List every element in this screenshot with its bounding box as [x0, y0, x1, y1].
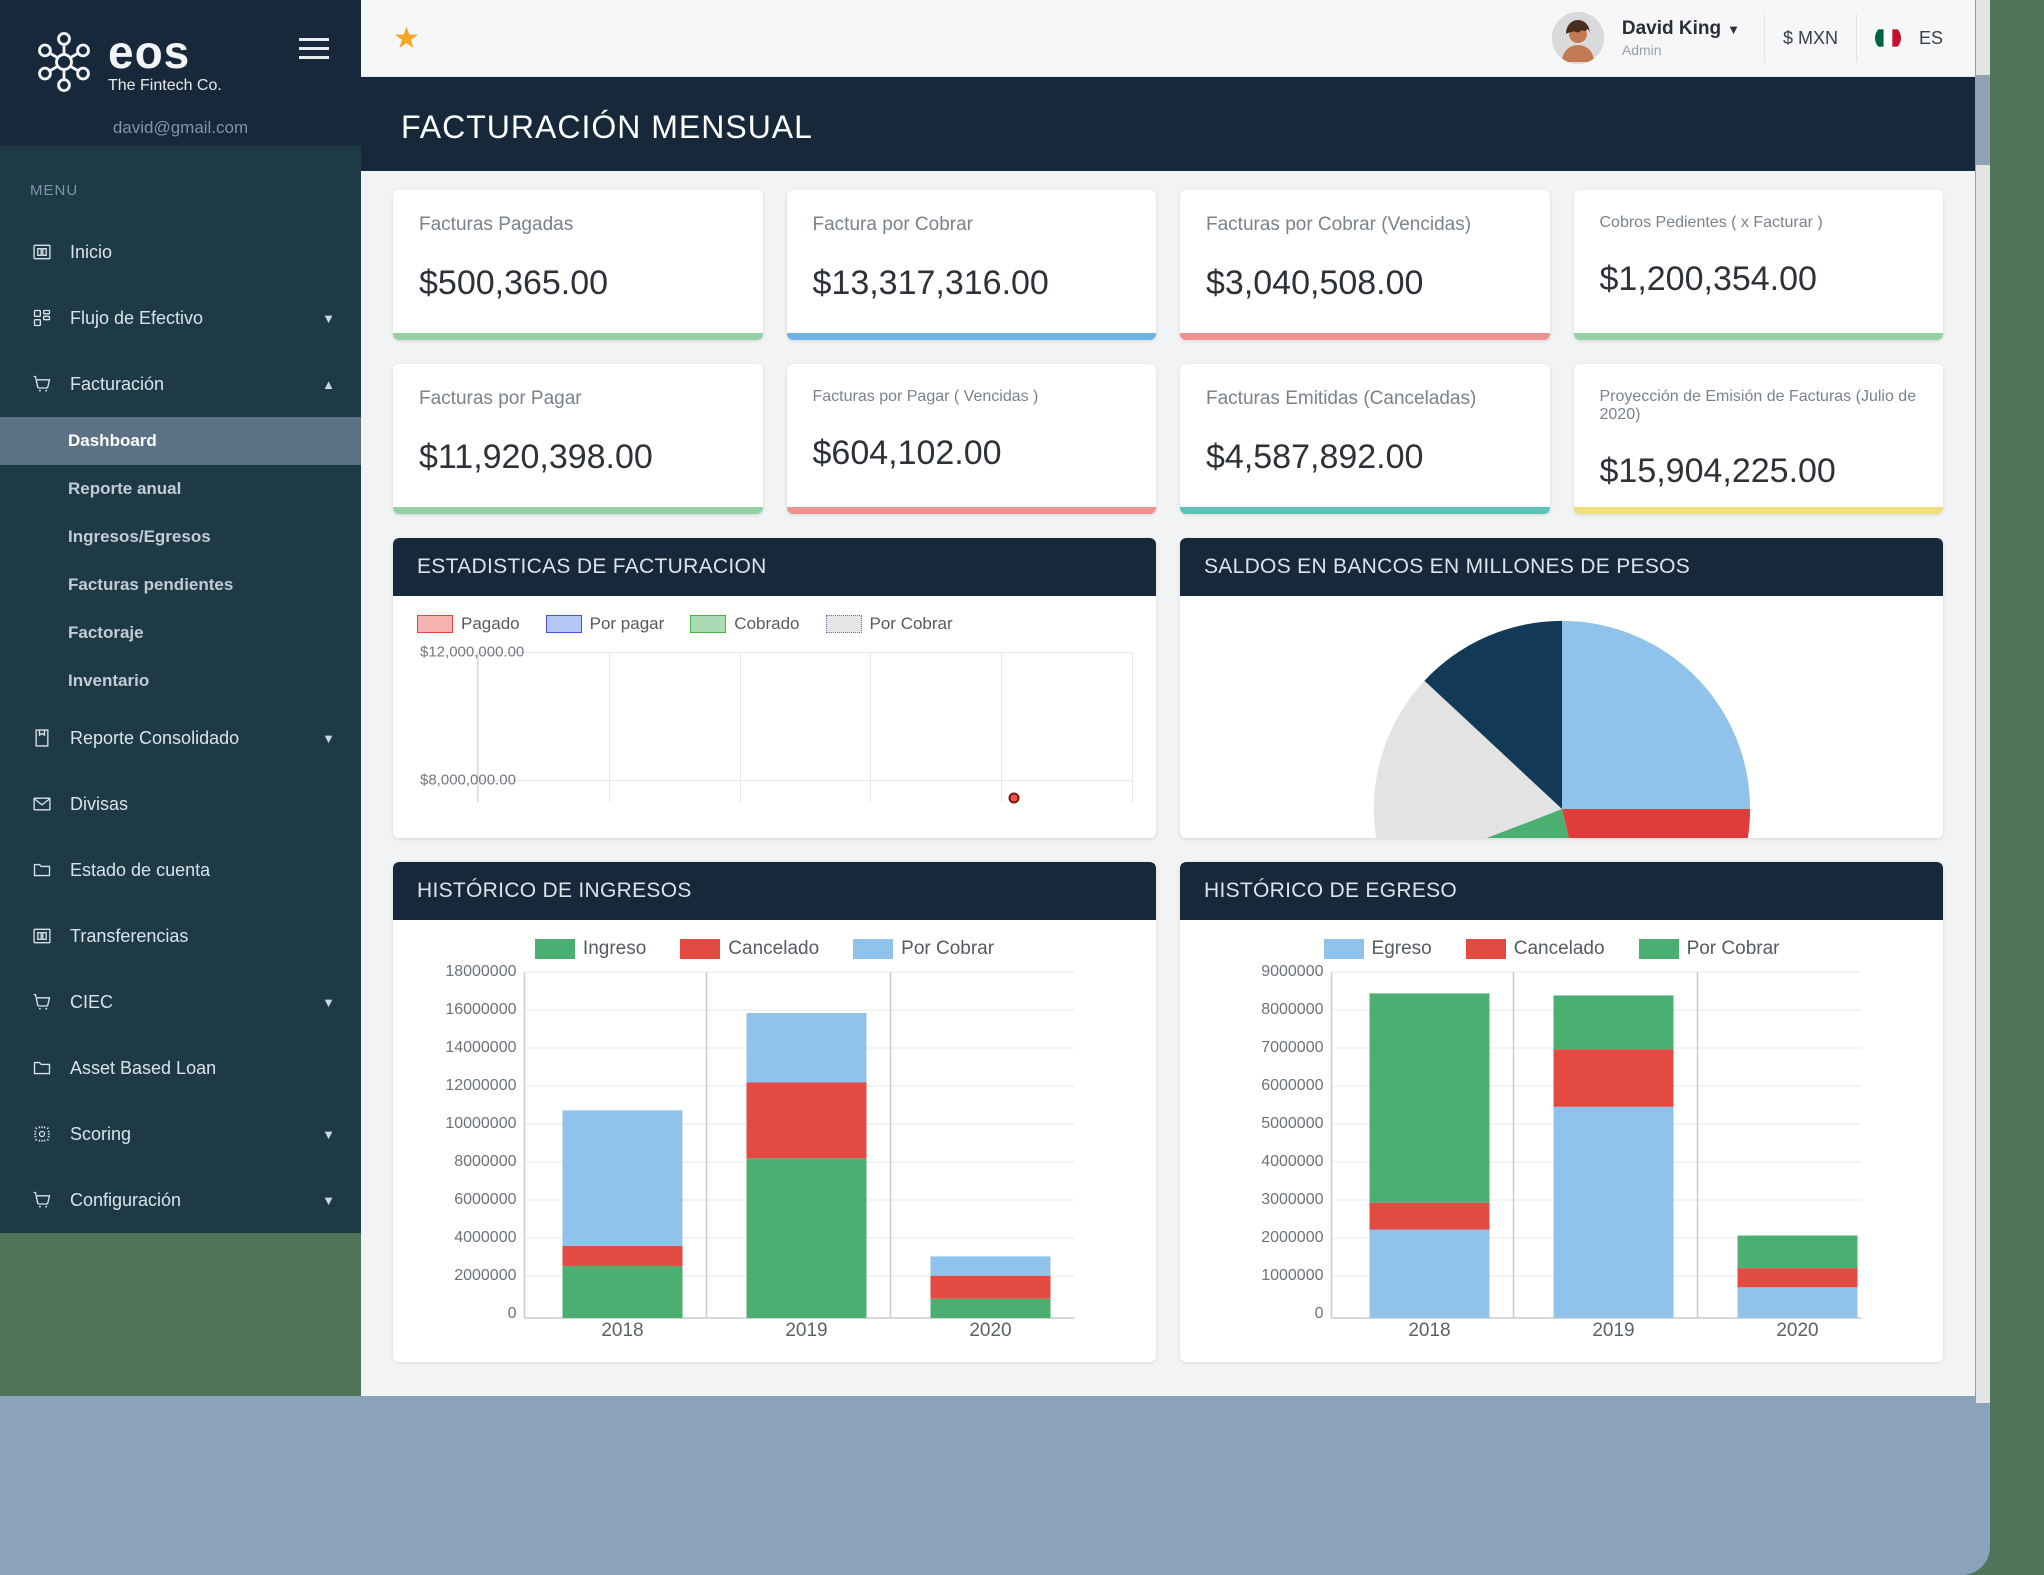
svg-text:2000000: 2000000 — [1261, 1229, 1323, 1246]
svg-text:18000000: 18000000 — [445, 963, 516, 980]
svg-text:4000000: 4000000 — [454, 1229, 516, 1246]
svg-text:2018: 2018 — [1408, 1320, 1450, 1341]
svg-text:2019: 2019 — [1592, 1320, 1634, 1341]
svg-text:14000000: 14000000 — [445, 1039, 516, 1056]
svg-text:2000000: 2000000 — [454, 1267, 516, 1284]
svg-text:12000000: 12000000 — [445, 1077, 516, 1094]
svg-text:4000000: 4000000 — [1261, 1153, 1323, 1170]
svg-text:7000000: 7000000 — [1261, 1039, 1323, 1056]
svg-text:1000000: 1000000 — [1261, 1267, 1323, 1284]
svg-text:8000000: 8000000 — [1261, 1001, 1323, 1018]
svg-text:2019: 2019 — [785, 1320, 827, 1341]
svg-text:2020: 2020 — [969, 1320, 1011, 1341]
svg-text:8000000: 8000000 — [454, 1153, 516, 1170]
svg-text:10000000: 10000000 — [445, 1115, 516, 1132]
svg-text:9000000: 9000000 — [1261, 963, 1323, 980]
svg-text:16000000: 16000000 — [445, 1001, 516, 1018]
svg-text:6000000: 6000000 — [454, 1191, 516, 1208]
svg-text:2020: 2020 — [1776, 1320, 1818, 1341]
svg-text:0: 0 — [1315, 1305, 1324, 1322]
svg-text:0: 0 — [508, 1305, 517, 1322]
svg-text:6000000: 6000000 — [1261, 1077, 1323, 1094]
svg-text:5000000: 5000000 — [1261, 1115, 1323, 1132]
svg-text:3000000: 3000000 — [1261, 1191, 1323, 1208]
svg-text:2018: 2018 — [601, 1320, 643, 1341]
